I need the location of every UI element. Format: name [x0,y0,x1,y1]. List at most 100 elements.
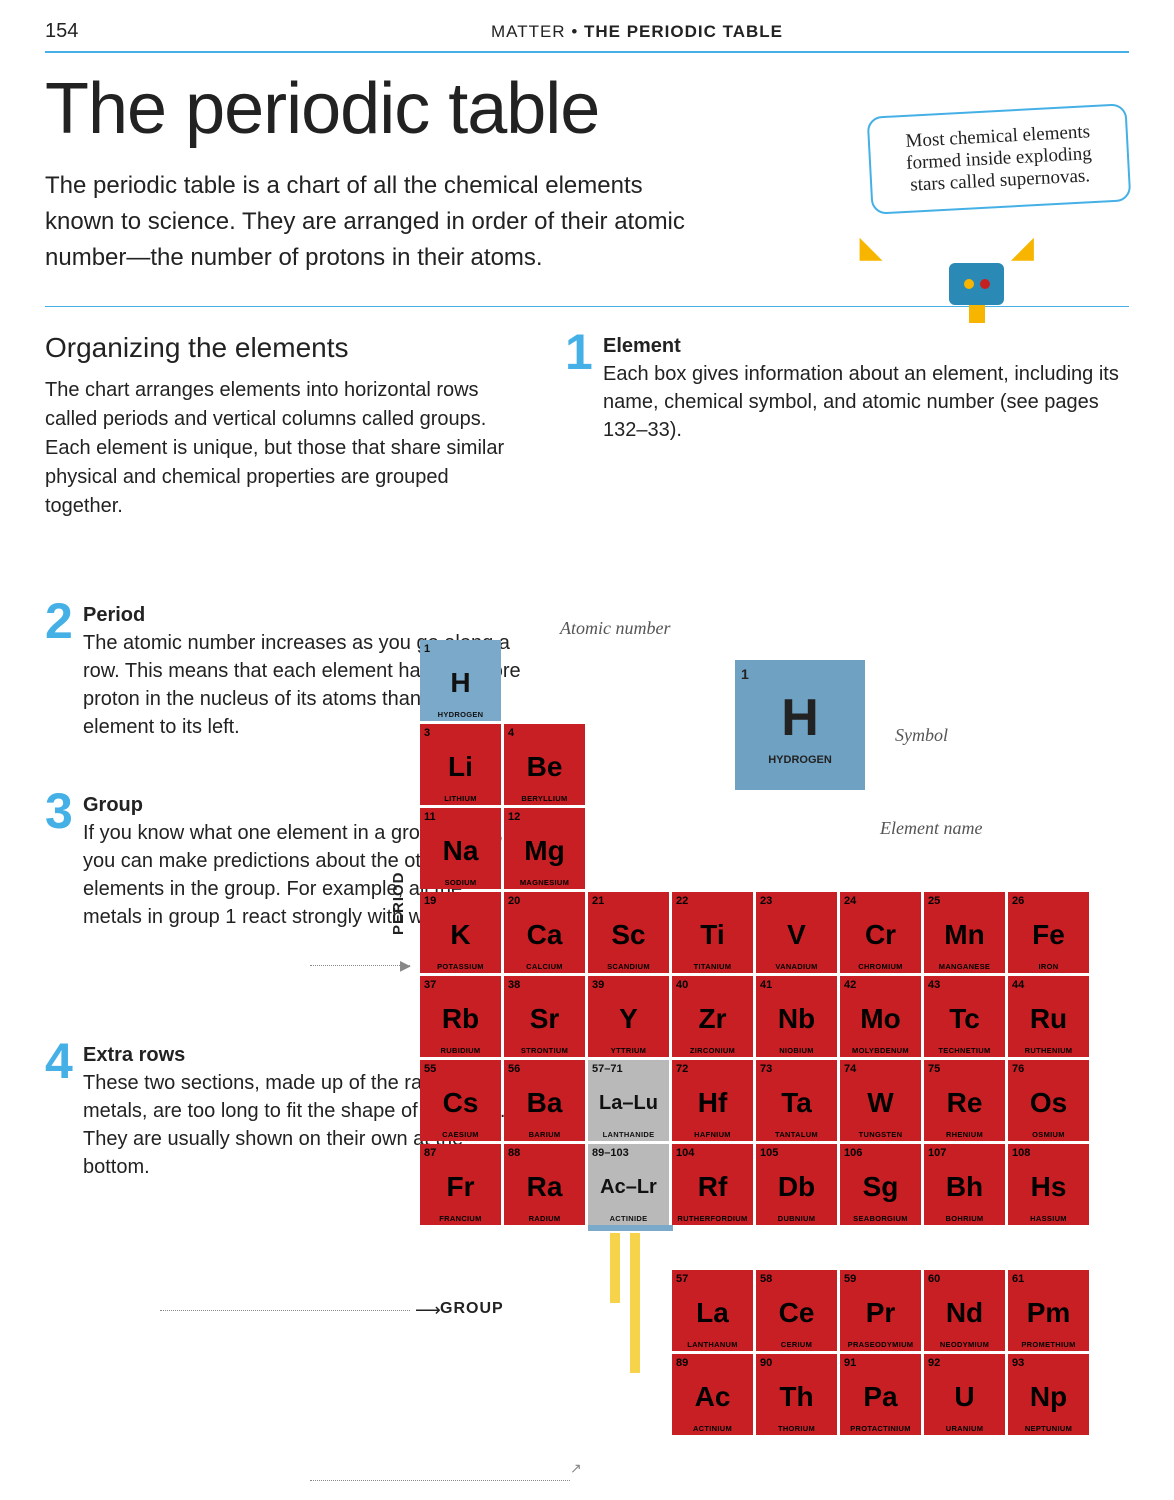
element-cell-Ti: 22TiTITANIUM [672,892,753,973]
element-name: RUBIDIUM [424,1046,497,1055]
element-symbol: Hs [1012,1173,1085,1201]
atomic-number: 90 [760,1357,833,1369]
element-symbol: V [760,921,833,949]
atomic-number: 72 [676,1063,749,1075]
step-number: 1 [565,332,599,444]
element-cell-Ac: 89AcACTINIUM [672,1354,753,1435]
element-symbol: Nd [928,1299,1001,1327]
atomic-number: 106 [844,1147,917,1159]
element-name: CALCIUM [508,962,581,971]
atomic-number: 91 [844,1357,917,1369]
element-symbol: Nb [760,1005,833,1033]
atomic-number: 87 [424,1147,497,1159]
element-name: SCANDIUM [592,962,665,971]
element-symbol: H [424,669,497,697]
atomic-number: 19 [424,895,497,907]
robot-icon: ◣ ◢ [860,230,1094,323]
element-symbol: Rb [424,1005,497,1033]
element-cell-Zr: 40ZrZIRCONIUM [672,976,753,1057]
element-name: MAGNESIUM [508,878,581,887]
element-name: HYDROGEN [424,710,497,719]
element-symbol: Ca [508,921,581,949]
element-symbol: Cr [844,921,917,949]
element-name: BERYLLIUM [508,794,581,803]
element-name: CERIUM [760,1340,833,1349]
element-name: LANTHANUM [676,1340,749,1349]
atomic-number: 76 [1012,1063,1085,1075]
header-section: MATTER [491,22,566,41]
element-symbol: Bh [928,1173,1001,1201]
divider [45,51,1129,53]
atomic-number: 107 [928,1147,1001,1159]
atomic-number: 92 [928,1357,1001,1369]
element-cell-Ba: 56BaBARIUM [504,1060,585,1141]
atomic-number: 56 [508,1063,581,1075]
element-cell-Ca: 20CaCALCIUM [504,892,585,973]
element-name: MOLYBDENUM [844,1046,917,1055]
element-symbol: Y [592,1005,665,1033]
element-cell-Mo: 42MoMOLYBDENUM [840,976,921,1057]
atomic-number: 21 [592,895,665,907]
element-cell-Nd: 60NdNEODYMIUM [924,1270,1005,1351]
element-name: RUTHERFORDIUM [676,1214,749,1223]
dotted-arrow [310,965,410,966]
element-symbol: Li [424,753,497,781]
organizing-text: The chart arranges elements into horizon… [45,376,525,521]
step-text: Each box gives information about an elem… [603,363,1119,441]
atomic-number: 74 [844,1063,917,1075]
element-symbol: Sr [508,1005,581,1033]
element-cell-Re: 75ReRHENIUM [924,1060,1005,1141]
element-symbol: La–Lu [592,1093,665,1113]
element-name: ACTINIUM [676,1424,749,1433]
element-name: LANTHANIDE [592,1130,665,1139]
periodic-table: 1HHYDROGEN3LiLITHIUM4BeBERYLLIUM11NaSODI… [420,640,1092,1480]
atomic-number: 39 [592,979,665,991]
element-name: HASSIUM [1012,1214,1085,1223]
element-name: POTASSIUM [424,962,497,971]
element-name: ZIRCONIUM [676,1046,749,1055]
element-cell-LaLu: 57–71 La–Lu LANTHANIDE [588,1060,669,1141]
element-symbol: Np [1012,1383,1085,1411]
element-name: LITHIUM [424,794,497,803]
element-cell-W: 74WTUNGSTEN [840,1060,921,1141]
element-cell-Os: 76OsOSMIUM [1008,1060,1089,1141]
element-symbol: K [424,921,497,949]
atomic-number: 57–71 [592,1063,665,1075]
element-cell-Db: 105DbDUBNIUM [756,1144,837,1225]
axis-label-period: PERIOD [390,871,407,935]
element-cell-V: 23VVANADIUM [756,892,837,973]
element-cell-Ru: 44RuRUTHENIUM [1008,976,1089,1057]
element-symbol: Ce [760,1299,833,1327]
atomic-number: 1 [424,643,497,655]
element-symbol: Ra [508,1173,581,1201]
element-cell-Mn: 25MnMANGANESE [924,892,1005,973]
atomic-number: 4 [508,727,581,739]
element-name: TANTALUM [760,1130,833,1139]
element-symbol: Re [928,1089,1001,1117]
element-symbol: Ac [676,1383,749,1411]
atomic-number: 75 [928,1063,1001,1075]
step-title: Element [603,335,681,357]
element-name: NEODYMIUM [928,1340,1001,1349]
element-cell-Be: 4 Be BERYLLIUM [504,724,585,805]
atomic-number: 37 [424,979,497,991]
element-name: IRON [1012,962,1085,971]
element-name: RUTHENIUM [1012,1046,1085,1055]
element-name: MANGANESE [928,962,1001,971]
element-symbol: Pa [844,1383,917,1411]
atomic-number: 43 [928,979,1001,991]
element-symbol: Mg [508,837,581,865]
element-symbol: Be [508,753,581,781]
atomic-number: 12 [508,811,581,823]
element-name: THORIUM [760,1424,833,1433]
element-symbol: Pr [844,1299,917,1327]
element-cell-La: 57LaLANTHANUM [672,1270,753,1351]
atomic-number: 24 [844,895,917,907]
step-title: Extra rows [83,1044,185,1066]
element-symbol: Hf [676,1089,749,1117]
element-cell-Ce: 58CeCERIUM [756,1270,837,1351]
element-cell-Nb: 41NbNIOBIUM [756,976,837,1057]
element-name: RADIUM [508,1214,581,1223]
element-symbol: Ti [676,921,749,949]
element-cell-Pa: 91PaPROTACTINIUM [840,1354,921,1435]
